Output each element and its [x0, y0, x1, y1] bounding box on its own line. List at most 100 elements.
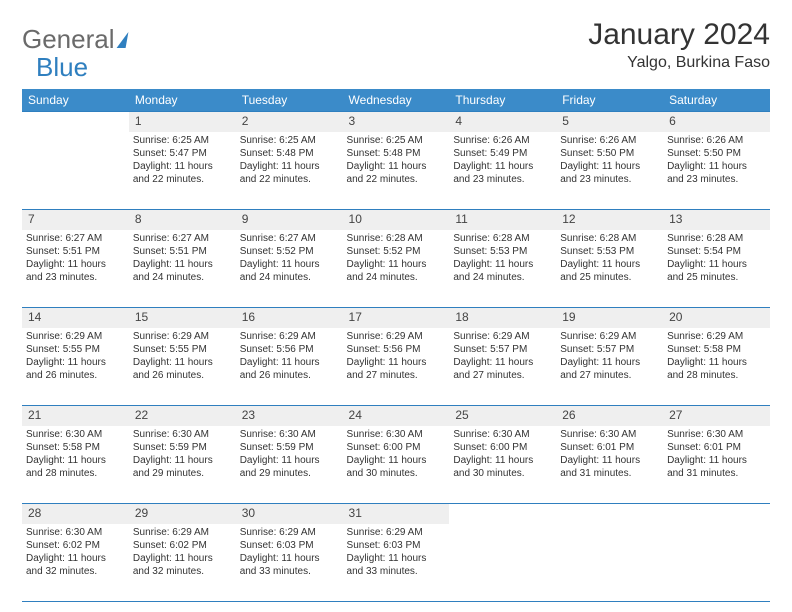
day-number-cell: 12	[556, 210, 663, 230]
daylight-text: and 25 minutes.	[667, 271, 766, 284]
daylight-text: Daylight: 11 hours	[667, 356, 766, 369]
day-number-cell: 5	[556, 112, 663, 132]
day-number-cell	[556, 504, 663, 524]
sunset-text: Sunset: 5:53 PM	[560, 245, 659, 258]
day-content-cell: Sunrise: 6:30 AMSunset: 6:00 PMDaylight:…	[343, 426, 450, 504]
day-content-cell: Sunrise: 6:26 AMSunset: 5:50 PMDaylight:…	[663, 132, 770, 210]
day-number-cell: 4	[449, 112, 556, 132]
daylight-text: and 29 minutes.	[240, 467, 339, 480]
day-number-row: 123456	[22, 112, 770, 132]
day-content-cell	[663, 524, 770, 602]
day-number-cell	[449, 504, 556, 524]
day-number-cell: 9	[236, 210, 343, 230]
day-number-cell: 2	[236, 112, 343, 132]
daylight-text: and 26 minutes.	[240, 369, 339, 382]
sunrise-text: Sunrise: 6:28 AM	[347, 232, 446, 245]
daylight-text: Daylight: 11 hours	[667, 258, 766, 271]
daylight-text: and 25 minutes.	[560, 271, 659, 284]
sunset-text: Sunset: 6:01 PM	[667, 441, 766, 454]
sunset-text: Sunset: 5:58 PM	[26, 441, 125, 454]
daylight-text: Daylight: 11 hours	[133, 454, 232, 467]
day-content-cell: Sunrise: 6:27 AMSunset: 5:51 PMDaylight:…	[22, 230, 129, 308]
sunrise-text: Sunrise: 6:25 AM	[347, 134, 446, 147]
day-header: Friday	[556, 89, 663, 112]
day-number-cell	[663, 504, 770, 524]
calendar-table: SundayMondayTuesdayWednesdayThursdayFrid…	[22, 89, 770, 602]
sunset-text: Sunset: 5:59 PM	[240, 441, 339, 454]
month-title: January 2024	[588, 18, 770, 52]
day-number-cell: 16	[236, 308, 343, 328]
daylight-text: Daylight: 11 hours	[133, 552, 232, 565]
day-number-cell: 24	[343, 406, 450, 426]
day-number-row: 28293031	[22, 504, 770, 524]
sunset-text: Sunset: 5:49 PM	[453, 147, 552, 160]
day-content-cell	[449, 524, 556, 602]
sunrise-text: Sunrise: 6:30 AM	[453, 428, 552, 441]
day-content-cell: Sunrise: 6:25 AMSunset: 5:48 PMDaylight:…	[343, 132, 450, 210]
daylight-text: and 23 minutes.	[667, 173, 766, 186]
day-content-cell: Sunrise: 6:30 AMSunset: 5:58 PMDaylight:…	[22, 426, 129, 504]
daylight-text: and 22 minutes.	[240, 173, 339, 186]
sunrise-text: Sunrise: 6:30 AM	[26, 428, 125, 441]
day-content-cell: Sunrise: 6:29 AMSunset: 6:03 PMDaylight:…	[236, 524, 343, 602]
sunrise-text: Sunrise: 6:25 AM	[240, 134, 339, 147]
daylight-text: and 33 minutes.	[347, 565, 446, 578]
day-content-cell: Sunrise: 6:29 AMSunset: 5:57 PMDaylight:…	[556, 328, 663, 406]
daylight-text: Daylight: 11 hours	[560, 160, 659, 173]
day-content-cell: Sunrise: 6:30 AMSunset: 5:59 PMDaylight:…	[236, 426, 343, 504]
day-header: Wednesday	[343, 89, 450, 112]
daylight-text: and 23 minutes.	[560, 173, 659, 186]
daylight-text: Daylight: 11 hours	[240, 454, 339, 467]
daylight-text: Daylight: 11 hours	[667, 454, 766, 467]
day-content-cell: Sunrise: 6:26 AMSunset: 5:49 PMDaylight:…	[449, 132, 556, 210]
day-number-cell: 19	[556, 308, 663, 328]
daylight-text: and 22 minutes.	[347, 173, 446, 186]
sunrise-text: Sunrise: 6:29 AM	[667, 330, 766, 343]
sunrise-text: Sunrise: 6:30 AM	[667, 428, 766, 441]
daylight-text: and 23 minutes.	[26, 271, 125, 284]
day-content-cell: Sunrise: 6:30 AMSunset: 5:59 PMDaylight:…	[129, 426, 236, 504]
day-content-cell: Sunrise: 6:26 AMSunset: 5:50 PMDaylight:…	[556, 132, 663, 210]
day-content-cell: Sunrise: 6:30 AMSunset: 6:01 PMDaylight:…	[663, 426, 770, 504]
daylight-text: Daylight: 11 hours	[26, 258, 125, 271]
sunrise-text: Sunrise: 6:28 AM	[667, 232, 766, 245]
daylight-text: and 32 minutes.	[26, 565, 125, 578]
sunset-text: Sunset: 5:56 PM	[240, 343, 339, 356]
day-content-cell: Sunrise: 6:29 AMSunset: 5:58 PMDaylight:…	[663, 328, 770, 406]
sunset-text: Sunset: 5:55 PM	[26, 343, 125, 356]
daylight-text: Daylight: 11 hours	[560, 356, 659, 369]
day-number-row: 14151617181920	[22, 308, 770, 328]
daylight-text: Daylight: 11 hours	[667, 160, 766, 173]
daylight-text: Daylight: 11 hours	[453, 160, 552, 173]
daylight-text: and 22 minutes.	[133, 173, 232, 186]
daylight-text: and 26 minutes.	[26, 369, 125, 382]
sunset-text: Sunset: 6:00 PM	[453, 441, 552, 454]
week-row: Sunrise: 6:30 AMSunset: 6:02 PMDaylight:…	[22, 524, 770, 602]
daylight-text: and 32 minutes.	[133, 565, 232, 578]
day-content-cell: Sunrise: 6:29 AMSunset: 5:55 PMDaylight:…	[129, 328, 236, 406]
daylight-text: Daylight: 11 hours	[26, 552, 125, 565]
day-header: Monday	[129, 89, 236, 112]
sunset-text: Sunset: 5:48 PM	[347, 147, 446, 160]
daylight-text: and 31 minutes.	[667, 467, 766, 480]
daylight-text: and 30 minutes.	[453, 467, 552, 480]
sunset-text: Sunset: 5:58 PM	[667, 343, 766, 356]
day-number-cell: 18	[449, 308, 556, 328]
sunrise-text: Sunrise: 6:29 AM	[347, 526, 446, 539]
day-number-cell: 23	[236, 406, 343, 426]
day-number-cell: 27	[663, 406, 770, 426]
daylight-text: Daylight: 11 hours	[26, 454, 125, 467]
daylight-text: Daylight: 11 hours	[453, 258, 552, 271]
sunset-text: Sunset: 6:01 PM	[560, 441, 659, 454]
sunrise-text: Sunrise: 6:30 AM	[560, 428, 659, 441]
daylight-text: and 28 minutes.	[667, 369, 766, 382]
day-content-cell: Sunrise: 6:29 AMSunset: 6:03 PMDaylight:…	[343, 524, 450, 602]
day-content-cell	[22, 132, 129, 210]
sunrise-text: Sunrise: 6:29 AM	[560, 330, 659, 343]
day-number-cell: 26	[556, 406, 663, 426]
day-content-cell: Sunrise: 6:30 AMSunset: 6:00 PMDaylight:…	[449, 426, 556, 504]
day-number-cell: 30	[236, 504, 343, 524]
day-number-cell: 10	[343, 210, 450, 230]
day-content-cell: Sunrise: 6:29 AMSunset: 5:55 PMDaylight:…	[22, 328, 129, 406]
week-row: Sunrise: 6:30 AMSunset: 5:58 PMDaylight:…	[22, 426, 770, 504]
